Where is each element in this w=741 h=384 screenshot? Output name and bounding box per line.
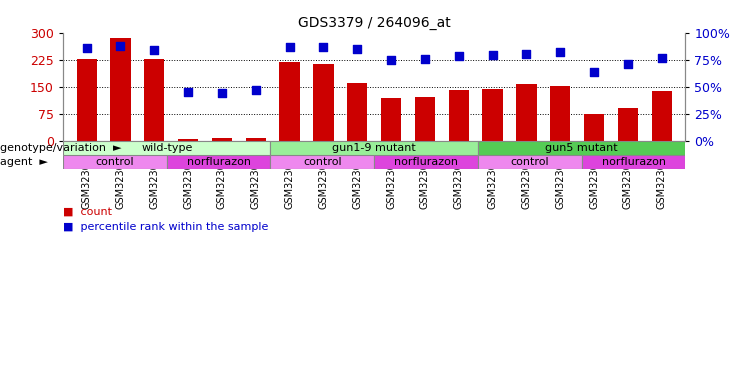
Text: control: control bbox=[303, 157, 342, 167]
Title: GDS3379 / 264096_at: GDS3379 / 264096_at bbox=[298, 16, 451, 30]
Bar bbox=[212, 138, 232, 141]
Bar bbox=[347, 83, 368, 141]
Bar bbox=[651, 91, 672, 141]
FancyBboxPatch shape bbox=[374, 155, 478, 169]
FancyBboxPatch shape bbox=[167, 155, 270, 169]
Point bbox=[656, 55, 668, 61]
FancyBboxPatch shape bbox=[270, 141, 478, 155]
FancyBboxPatch shape bbox=[478, 141, 685, 155]
Point bbox=[419, 56, 431, 62]
Text: norflurazon: norflurazon bbox=[394, 157, 458, 167]
Bar bbox=[110, 38, 130, 141]
FancyBboxPatch shape bbox=[63, 141, 270, 155]
FancyBboxPatch shape bbox=[270, 155, 374, 169]
Bar bbox=[144, 59, 165, 141]
Text: genotype/variation  ►: genotype/variation ► bbox=[0, 143, 122, 153]
Point bbox=[622, 61, 634, 67]
Text: gun1-9 mutant: gun1-9 mutant bbox=[332, 143, 416, 153]
Bar bbox=[584, 114, 604, 141]
Point bbox=[487, 52, 499, 58]
Text: control: control bbox=[96, 157, 134, 167]
Bar bbox=[381, 98, 402, 141]
Point bbox=[250, 87, 262, 93]
Bar bbox=[550, 86, 571, 141]
Bar bbox=[246, 138, 266, 141]
Bar bbox=[313, 64, 333, 141]
Point bbox=[216, 90, 228, 96]
Bar bbox=[178, 139, 199, 141]
FancyBboxPatch shape bbox=[478, 155, 582, 169]
Point bbox=[351, 46, 363, 52]
Bar bbox=[482, 89, 502, 141]
Text: wild-type: wild-type bbox=[141, 143, 193, 153]
FancyBboxPatch shape bbox=[63, 155, 167, 169]
Point bbox=[554, 49, 566, 55]
Text: gun5 mutant: gun5 mutant bbox=[545, 143, 618, 153]
Point bbox=[182, 89, 194, 95]
Text: norflurazon: norflurazon bbox=[187, 157, 250, 167]
Text: control: control bbox=[511, 157, 549, 167]
Point bbox=[148, 47, 160, 53]
Bar bbox=[618, 108, 638, 141]
Point bbox=[318, 44, 330, 50]
Text: norflurazon: norflurazon bbox=[602, 157, 665, 167]
Point bbox=[385, 56, 397, 63]
Point bbox=[115, 43, 127, 49]
Text: agent  ►: agent ► bbox=[0, 157, 48, 167]
Point bbox=[520, 51, 532, 57]
Bar bbox=[415, 97, 435, 141]
Text: ■  percentile rank within the sample: ■ percentile rank within the sample bbox=[63, 222, 268, 232]
Bar bbox=[76, 59, 97, 141]
Point bbox=[453, 53, 465, 60]
Point bbox=[284, 44, 296, 50]
Point bbox=[81, 45, 93, 51]
Bar bbox=[516, 84, 536, 141]
Point bbox=[588, 68, 600, 74]
Bar bbox=[279, 62, 300, 141]
Text: ■  count: ■ count bbox=[63, 206, 112, 216]
Bar bbox=[448, 90, 469, 141]
FancyBboxPatch shape bbox=[582, 155, 685, 169]
